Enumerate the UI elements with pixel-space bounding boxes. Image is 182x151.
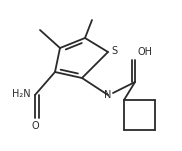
Text: S: S: [111, 46, 117, 56]
Text: OH: OH: [137, 47, 152, 57]
Text: O: O: [31, 121, 39, 131]
Text: H₂N: H₂N: [12, 89, 31, 99]
Text: N: N: [104, 90, 112, 100]
